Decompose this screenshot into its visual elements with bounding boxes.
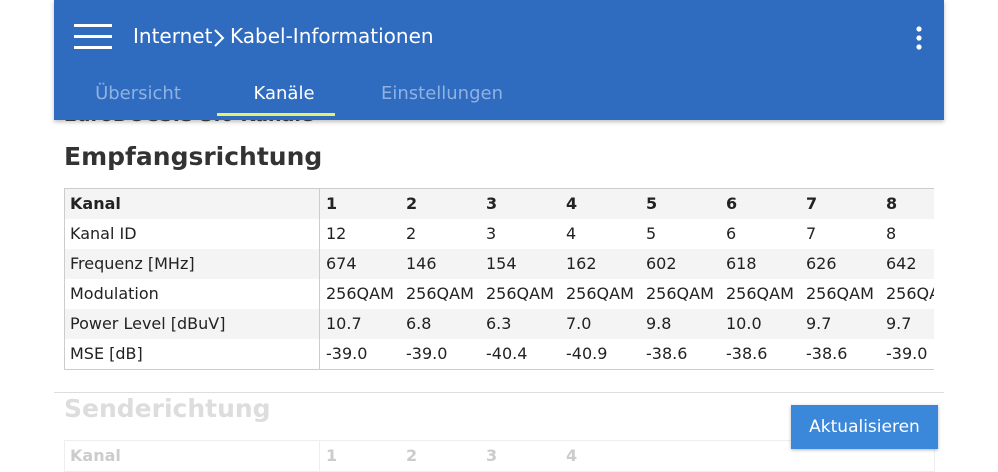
tab[interactable]: Kanäle: [253, 83, 315, 104]
table-row: Kanal 1 2 3 4 5 6 7 8: [65, 189, 934, 219]
column-divider: [319, 189, 320, 369]
table-cell: 4: [566, 446, 578, 465]
table-cell: 2: [406, 194, 418, 213]
table-cell: 9.7: [806, 314, 832, 333]
table-cell: -39.0: [886, 344, 928, 363]
row-header: Kanal: [70, 194, 121, 213]
table-cell: 6.3: [486, 314, 512, 333]
breadcrumb-item: Kabel-Informationen: [230, 24, 434, 48]
table-cell: 6: [726, 224, 737, 243]
table-cell: 7: [806, 194, 818, 213]
table-cell: -38.6: [726, 344, 768, 363]
table-cell: 2: [406, 224, 417, 243]
table-cell: 3: [486, 224, 497, 243]
table-cell: 618: [726, 254, 757, 273]
table-cell: 10.7: [326, 314, 362, 333]
table-cell: 642: [886, 254, 917, 273]
table-cell: 674: [326, 254, 357, 273]
table-cell: -39.0: [326, 344, 368, 363]
table-cell: -40.4: [486, 344, 528, 363]
breadcrumb-item[interactable]: Internet: [133, 24, 213, 48]
row-header: Modulation: [70, 284, 159, 303]
chevron: [214, 29, 225, 47]
table-row: Kanal ID 12 2 3 4 5 6 7 8: [65, 219, 934, 249]
table-row: Kanal 1 2 3 4: [65, 441, 934, 471]
table-cell: 12: [326, 224, 347, 243]
table-cell: 1: [326, 446, 338, 465]
table-cell: 256QAM: [486, 284, 554, 303]
table-cell: 256QAM: [886, 284, 934, 303]
section-title: Senderichtung: [64, 394, 271, 423]
table-cell: 256QAM: [726, 284, 794, 303]
table-cell: 9.7: [886, 314, 912, 333]
table-cell: 8: [886, 194, 898, 213]
table-cell: -38.6: [646, 344, 688, 363]
table-cell: 4: [566, 224, 577, 243]
table-cell: 256QAM: [566, 284, 634, 303]
refresh-button[interactable]: Aktualisieren: [791, 405, 938, 449]
table-cell: 8: [886, 224, 897, 243]
table-cell: 6.8: [406, 314, 432, 333]
row-header: Kanal: [70, 446, 121, 465]
page: Internet Kabel-Informationen Übersicht Ka…: [54, 0, 944, 472]
table-cell: 256QAM: [806, 284, 874, 303]
table-row: Frequenz [MHz] 674 146 154 162 602 618 626 642: [65, 249, 934, 279]
table-cell: 256QAM: [326, 284, 394, 303]
section-title: Empfangsrichtung: [64, 142, 323, 171]
table-cell: 7: [806, 224, 817, 243]
table-row: Modulation 256QAM 256QAM 256QAM 256QAM 256QAM…: [65, 279, 934, 309]
tab-indicator: [217, 113, 335, 116]
table-cell: 9.8: [646, 314, 672, 333]
row-header: MSE [dB]: [70, 344, 143, 363]
more-icon[interactable]: [914, 25, 924, 51]
table-cell: 2: [406, 446, 418, 465]
downstream-table: Kanal 1 2 3 4 5 6 7 8 Kanal ID 12 2 3 4 5 6 7 8 Frequenz […: [64, 188, 934, 370]
table-cell: 5: [646, 224, 657, 243]
app-bar: Internet Kabel-Informationen Übersicht Ka…: [54, 0, 944, 120]
table-cell: 3: [486, 194, 498, 213]
row-header: Power Level [dBuV]: [70, 314, 226, 333]
table-cell: 602: [646, 254, 677, 273]
divider: [54, 392, 944, 393]
table-cell: 256QAM: [646, 284, 714, 303]
column-divider: [319, 441, 320, 471]
menu-icon[interactable]: [74, 22, 114, 52]
table-row: MSE [dB] -39.0 -39.0 -40.4 -40.9 -38.6 -38.6 -3…: [65, 339, 934, 369]
table-cell: -39.0: [406, 344, 448, 363]
table-cell: 7.0: [566, 314, 592, 333]
table-cell: 154: [486, 254, 517, 273]
table-cell: 10.0: [726, 314, 762, 333]
table-cell: 146: [406, 254, 437, 273]
table-cell: 162: [566, 254, 597, 273]
table-cell: 6: [726, 194, 738, 213]
table-cell: -38.6: [806, 344, 848, 363]
tab[interactable]: Übersicht: [95, 83, 181, 104]
table-cell: 256QAM: [406, 284, 474, 303]
tab[interactable]: Einstellungen: [380, 83, 504, 104]
table-cell: 3: [486, 446, 498, 465]
row-header: Frequenz [MHz]: [70, 254, 195, 273]
table-cell: -40.9: [566, 344, 608, 363]
table-cell: 1: [326, 194, 338, 213]
table-row: Power Level [dBuV] 10.7 6.8 6.3 7.0 9.8 10.0 9.…: [65, 309, 934, 339]
table-cell: 626: [806, 254, 837, 273]
table-cell: 4: [566, 194, 578, 213]
row-header: Kanal ID: [70, 224, 137, 243]
table-cell: 5: [646, 194, 658, 213]
